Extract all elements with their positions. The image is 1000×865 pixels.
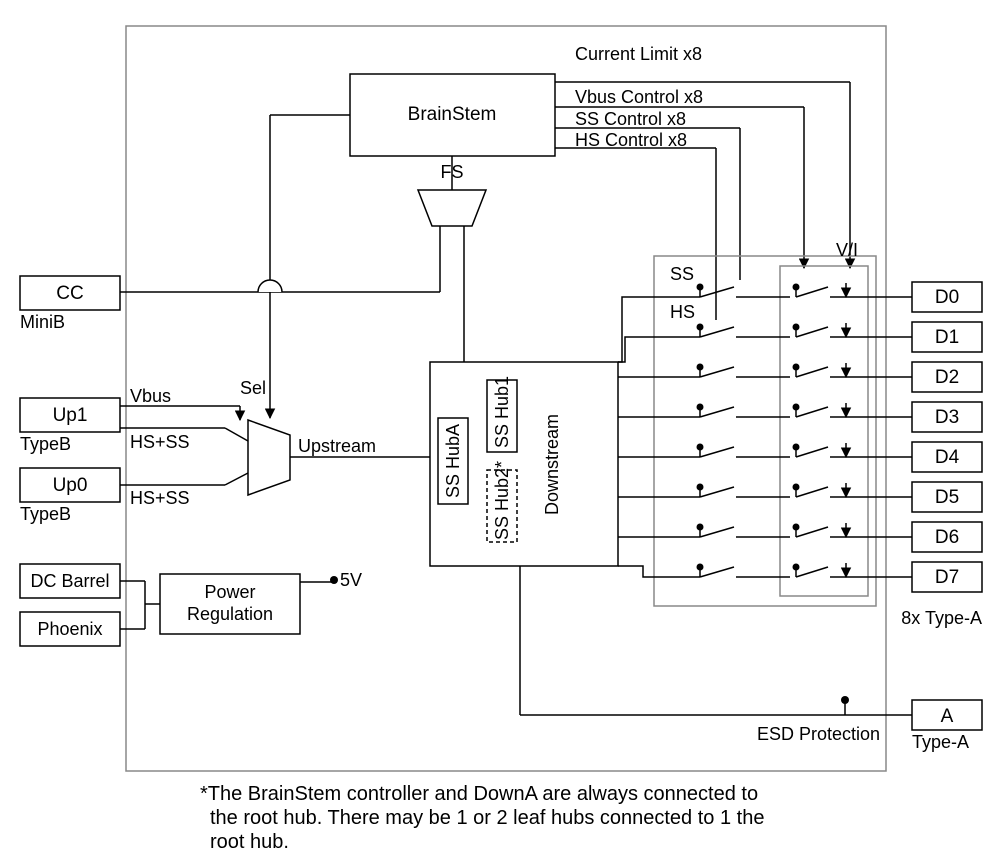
svg-text:the root hub. There may be 1 o: the root hub. There may be 1 or 2 leaf h…	[210, 807, 764, 829]
fs-mux	[418, 190, 486, 226]
sel-label: Sel	[240, 378, 266, 398]
hs-control-label: HS Control x8	[575, 130, 687, 150]
svg-text:V/I: V/I	[836, 240, 858, 260]
svg-text:*The BrainStem controller and: *The BrainStem controller and DownA are …	[200, 783, 758, 805]
svg-text:Regulation: Regulation	[187, 604, 273, 624]
svg-text:Vbus: Vbus	[130, 386, 171, 406]
upstream-label: Upstream	[298, 436, 376, 456]
svg-text:D0: D0	[935, 287, 959, 308]
vbus-control-label: Vbus Control x8	[575, 87, 703, 107]
svg-text:DC Barrel: DC Barrel	[30, 571, 109, 591]
svg-text:D1: D1	[935, 327, 959, 348]
svg-text:Downstream: Downstream	[542, 414, 562, 515]
svg-text:D3: D3	[935, 407, 959, 428]
block-diagram: BrainStem Current Limit x8 Vbus Control …	[0, 0, 1000, 865]
svg-text:5V: 5V	[340, 570, 362, 590]
svg-text:Power: Power	[204, 582, 255, 602]
current-limit-label: Current Limit x8	[575, 44, 702, 64]
svg-text:root hub.: root hub.	[210, 831, 289, 853]
svg-text:8x Type-A: 8x Type-A	[901, 608, 982, 628]
svg-text:HS: HS	[670, 302, 695, 322]
svg-text:Type-A: Type-A	[912, 732, 969, 752]
svg-text:TypeB: TypeB	[20, 434, 71, 454]
svg-text:Up1: Up1	[53, 405, 88, 426]
svg-text:D7: D7	[935, 567, 959, 588]
svg-text:D6: D6	[935, 527, 959, 548]
svg-text:D4: D4	[935, 447, 960, 468]
brainstem-label: BrainStem	[408, 104, 497, 125]
svg-text:SS Hub1: SS Hub1	[492, 376, 512, 448]
svg-text:D2: D2	[935, 367, 959, 388]
svg-text:D5: D5	[935, 487, 959, 508]
svg-text:HS+SS: HS+SS	[130, 488, 190, 508]
svg-text:Up0: Up0	[53, 475, 88, 496]
vi-group	[780, 266, 868, 596]
upstream-mux	[248, 420, 290, 495]
svg-text:A: A	[941, 706, 954, 727]
svg-text:TypeB: TypeB	[20, 504, 71, 524]
svg-text:MiniB: MiniB	[20, 312, 65, 332]
ss-control-label: SS Control x8	[575, 109, 686, 129]
svg-text:SS HubA: SS HubA	[443, 424, 463, 498]
svg-text:SS Hub2*: SS Hub2*	[492, 461, 512, 540]
svg-text:Phoenix: Phoenix	[37, 619, 102, 639]
svg-text:CC: CC	[56, 283, 83, 304]
svg-text:SS: SS	[670, 264, 694, 284]
downstream-ports: D0 D1 D2 D3 D4 D5 D6 D7	[618, 282, 982, 592]
svg-text:ESD Protection: ESD Protection	[757, 724, 880, 744]
svg-text:HS+SS: HS+SS	[130, 432, 190, 452]
